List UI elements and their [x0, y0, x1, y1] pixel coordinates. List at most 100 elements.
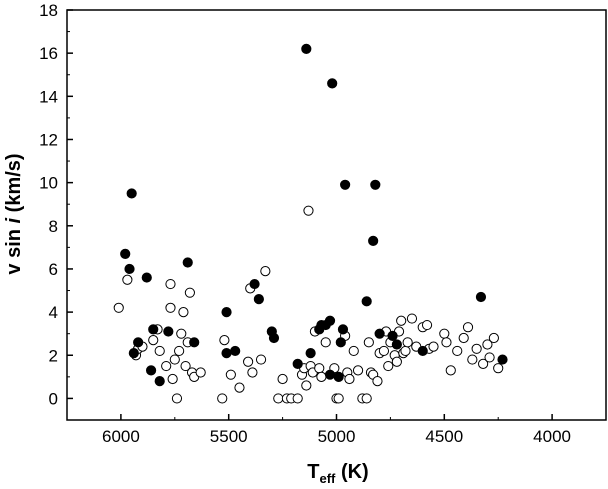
y-tick-label: 12: [39, 130, 58, 149]
x-axis-title-unit: (K): [335, 461, 368, 483]
data-point-open: [171, 393, 183, 404]
y-axis: 0 2 4 6 8 10 12 14 16 18: [39, 1, 73, 408]
data-point-open: [247, 367, 258, 378]
series-open-circles: [113, 205, 504, 404]
data-point-open: [352, 365, 364, 376]
data-point-filled: [327, 78, 338, 89]
data-point-open: [277, 373, 288, 385]
data-point-open: [217, 393, 228, 404]
data-point-open: [348, 345, 359, 357]
data-point-open: [195, 367, 206, 378]
x-axis-title-main: T: [307, 461, 319, 483]
data-point-filled: [417, 345, 428, 357]
data-point-filled: [475, 291, 487, 303]
data-point-open: [260, 266, 271, 277]
data-point-open: [471, 343, 482, 354]
data-point-filled: [163, 326, 174, 337]
data-point-open: [396, 315, 407, 326]
data-point-open: [234, 382, 245, 393]
data-point-open: [174, 345, 185, 357]
data-point-filled: [133, 337, 144, 348]
data-point-open: [478, 358, 489, 369]
data-point-open: [333, 393, 344, 404]
data-point-filled: [154, 376, 165, 387]
data-point-filled: [391, 339, 402, 350]
data-point-filled: [268, 332, 280, 344]
data-point-open: [467, 354, 478, 365]
data-point-open: [421, 319, 433, 331]
data-point-open: [488, 332, 499, 344]
data-point-filled: [361, 296, 372, 307]
data-point-open: [225, 369, 236, 380]
data-point-filled: [324, 369, 336, 380]
data-point-filled: [370, 179, 381, 190]
data-point-open: [161, 360, 172, 372]
data-point-filled: [221, 348, 232, 359]
x-axis: 6000 5500 5000 4500 4000: [66, 414, 607, 446]
data-point-filled: [301, 43, 312, 54]
data-point-filled: [333, 371, 344, 382]
data-point-open: [383, 360, 394, 372]
data-point-filled: [335, 337, 346, 348]
data-point-filled: [368, 235, 379, 246]
data-point-filled: [141, 272, 152, 283]
data-point-open: [273, 393, 284, 404]
y-tick-label: 8: [49, 217, 58, 236]
data-point-open: [361, 393, 372, 404]
data-point-open: [301, 380, 312, 391]
data-point-open: [363, 337, 374, 348]
y-tick-label: 10: [39, 174, 58, 193]
y-tick-label: 6: [49, 260, 58, 279]
y-tick-label: 16: [39, 44, 58, 63]
y-axis-title-before: v sin: [3, 223, 25, 274]
data-point-open: [243, 356, 254, 367]
y-axis-title-italic: i: [3, 217, 25, 223]
data-point-open: [400, 345, 411, 357]
data-point-open: [406, 313, 418, 324]
data-point-filled: [253, 294, 264, 305]
x-tick-label: 5500: [210, 427, 248, 446]
data-point-filled: [120, 248, 131, 259]
data-point-open: [314, 363, 325, 374]
y-tick-label: 4: [49, 303, 58, 322]
data-point-filled: [337, 324, 349, 335]
data-point-open: [391, 356, 402, 367]
plot-frame: [66, 9, 607, 421]
y-axis-title: v sin i (km/s): [3, 153, 25, 274]
x-tick-label: 4500: [425, 427, 463, 446]
data-point-filled: [324, 315, 336, 326]
data-point-filled: [340, 179, 351, 190]
data-point-open: [292, 393, 303, 404]
data-point-filled: [387, 330, 398, 341]
data-point-filled: [124, 263, 135, 275]
data-point-open: [148, 335, 159, 346]
data-point-open: [378, 345, 390, 357]
data-point-open: [255, 354, 267, 365]
x-axis-title: Teff (K): [307, 461, 368, 486]
data-point-open: [178, 307, 189, 318]
data-point-open: [176, 328, 187, 339]
data-point-open: [439, 328, 450, 339]
data-point-open: [441, 337, 452, 348]
data-point-filled: [497, 354, 508, 365]
data-point-open: [482, 339, 493, 350]
data-point-filled: [249, 278, 260, 290]
y-tick-label: 2: [49, 346, 58, 365]
data-point-open: [154, 345, 165, 357]
y-tick-label: 14: [39, 87, 58, 106]
y-tick-label: 18: [39, 1, 58, 20]
data-point-filled: [126, 188, 137, 199]
x-tick-label: 6000: [102, 427, 140, 446]
data-point-filled: [189, 337, 200, 348]
data-point-open: [452, 345, 463, 357]
data-point-open: [180, 360, 191, 372]
y-tick-label: 0: [49, 389, 58, 408]
data-point-filled: [221, 307, 232, 318]
data-point-filled: [128, 348, 139, 359]
data-point-open: [493, 363, 504, 374]
data-point-open: [462, 322, 474, 333]
series-filled-circles: [120, 43, 508, 387]
data-point-open: [165, 302, 176, 313]
data-point-open: [320, 337, 331, 348]
data-point-filled: [292, 358, 303, 369]
